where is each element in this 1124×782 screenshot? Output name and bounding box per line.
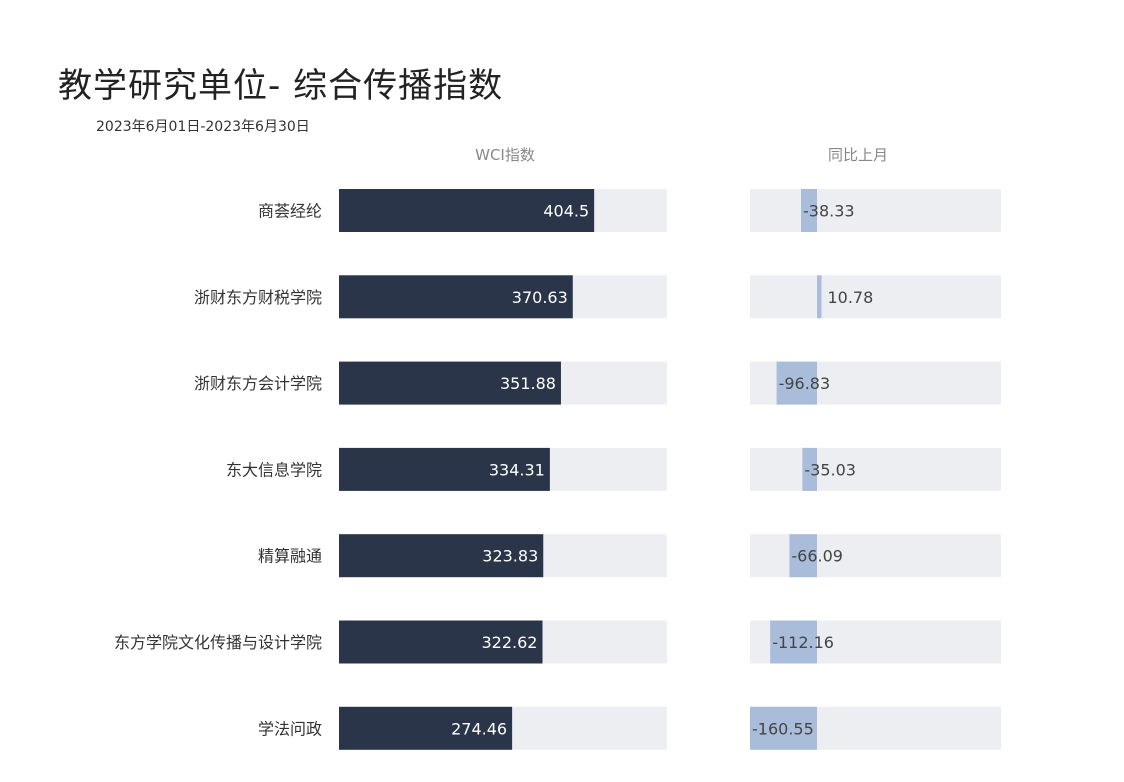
wci-bar bbox=[339, 189, 595, 232]
wci-value-label: 351.88 bbox=[500, 374, 556, 393]
chart-title: 教学研究单位- 综合传播指数 bbox=[58, 66, 504, 106]
delta-bar bbox=[801, 189, 817, 232]
delta-value-label: -112.16 bbox=[772, 633, 834, 652]
wci-bar bbox=[339, 620, 543, 664]
category-label: 商荟经纶 bbox=[258, 202, 322, 221]
wci-column-header: WCI指数 bbox=[475, 146, 535, 164]
date-range-subtitle: 2023年6月01日-2023年6月30日 bbox=[96, 119, 310, 135]
category-label: 浙财东方会计学院 bbox=[194, 374, 322, 393]
delta-track bbox=[750, 275, 1001, 319]
wci-value-label: 322.62 bbox=[482, 633, 538, 652]
delta-bar bbox=[750, 706, 817, 750]
wci-bar bbox=[339, 361, 561, 405]
delta-bar bbox=[802, 447, 817, 491]
delta-track bbox=[750, 447, 1001, 491]
wci-bar bbox=[339, 275, 573, 319]
delta-value-label: -38.33 bbox=[803, 202, 855, 221]
wci-value-label: 334.31 bbox=[489, 460, 545, 479]
category-label: 东方学院文化传播与设计学院 bbox=[114, 633, 322, 652]
delta-value-label: -35.03 bbox=[804, 460, 856, 479]
category-label: 学法问政 bbox=[258, 719, 322, 738]
delta-value-label: -160.55 bbox=[752, 719, 814, 738]
wci-bar bbox=[339, 447, 550, 491]
delta-track bbox=[750, 189, 1001, 232]
delta-bar bbox=[770, 620, 817, 664]
delta-value-label: -96.83 bbox=[779, 374, 831, 393]
delta-value-label: -66.09 bbox=[791, 547, 843, 566]
delta-column-header: 同比上月 bbox=[827, 146, 888, 164]
wci-value-label: 370.63 bbox=[512, 288, 568, 307]
delta-bar bbox=[776, 361, 817, 405]
category-label: 东大信息学院 bbox=[226, 460, 322, 479]
wci-value-label: 404.5 bbox=[543, 202, 589, 221]
category-label: 浙财东方财税学院 bbox=[194, 288, 322, 307]
delta-bar bbox=[817, 275, 822, 319]
delta-value-label: 10.78 bbox=[827, 288, 873, 307]
category-label: 精算融通 bbox=[258, 547, 322, 566]
delta-track bbox=[750, 534, 1001, 578]
wci-value-label: 274.46 bbox=[451, 719, 507, 738]
wci-value-label: 323.83 bbox=[482, 547, 538, 566]
delta-bar bbox=[789, 534, 817, 578]
wci-bar bbox=[339, 706, 513, 750]
wci-bar bbox=[339, 534, 544, 578]
